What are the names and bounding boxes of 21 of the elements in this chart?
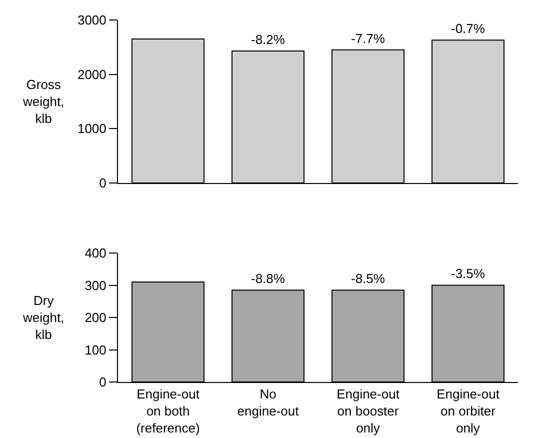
annotation: -8.5%: [351, 271, 386, 286]
y-tick-label: 0: [99, 374, 106, 390]
annotation: -8.8%: [251, 271, 286, 286]
y-tick-label: 1000: [77, 121, 106, 136]
x-tick-label: Engine-out on both (reference): [136, 386, 200, 436]
y-tick-label: 300: [84, 278, 106, 293]
annotation: -3.5%: [451, 266, 486, 281]
y-tick-label: 2000: [77, 66, 106, 82]
y-tick-label: 400: [84, 246, 106, 261]
y-tick-label: 200: [84, 310, 106, 326]
annotation: -0.7%: [451, 21, 486, 36]
y-axis-title: Dry weight, klb: [22, 293, 64, 342]
y-tick-label: 3000: [77, 12, 106, 28]
y-axis-title: Gross weight, klb: [22, 77, 64, 126]
x-tick-label: No engine-out: [237, 386, 300, 418]
x-tick-label: Engine-out on booster only: [336, 386, 400, 436]
annotation: -8.2%: [251, 32, 286, 47]
y-tick-label: 100: [84, 342, 106, 358]
annotation: -7.7%: [351, 31, 386, 46]
x-tick-label: Engine-out on orbiter only: [436, 386, 500, 436]
y-tick-label: 0: [99, 176, 106, 191]
